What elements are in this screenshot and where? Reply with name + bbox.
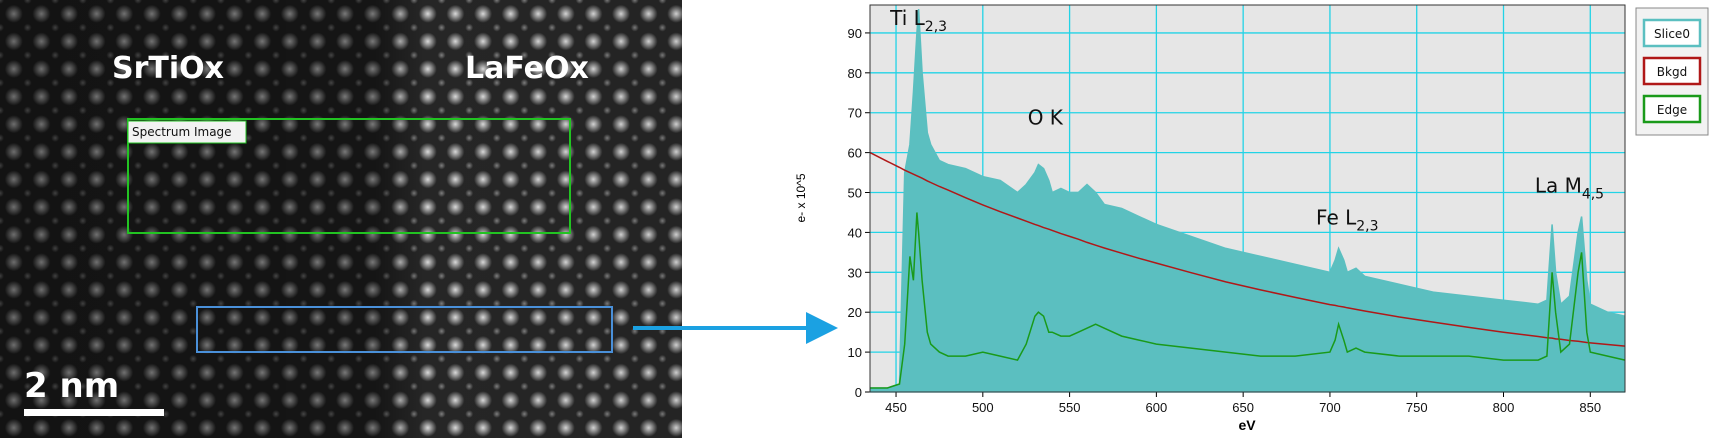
annotation-text: Fe L (1316, 205, 1357, 229)
spectrum-box-label: Spectrum Image (132, 125, 232, 139)
y-tick-label: 60 (848, 146, 862, 161)
stem-image: SrTiOx LaFeOx Spectrum Image 2 nm (0, 0, 682, 438)
y-tick-label: 70 (848, 106, 862, 121)
selection-box (196, 306, 613, 353)
image-label: SrTiOx (112, 51, 224, 86)
y-tick-label: 50 (848, 186, 862, 201)
y-axis-label: e- x 10^5 (794, 173, 808, 222)
x-tick-label: 850 (1579, 400, 1601, 415)
line (870, 212, 1626, 389)
y-tick-label: 10 (848, 345, 862, 360)
x-axis-label: eV (1238, 417, 1256, 433)
legend-swatch (1642, 56, 1702, 86)
x-tick-label: 450 (885, 400, 907, 415)
annotation-text: O K (1028, 106, 1064, 130)
annotation: Ti L2,3 (889, 6, 947, 35)
y-tick-label: 30 (848, 265, 862, 280)
image-label: LaFeOx (465, 51, 589, 86)
y-tick-label: 40 (848, 225, 862, 240)
annotation-text: La M (1535, 174, 1582, 198)
annotation-sub: 2,3 (1356, 218, 1378, 234)
x-tick-label: 650 (1232, 400, 1254, 415)
x-tick-label: 500 (972, 400, 994, 415)
legend-swatch (1642, 18, 1702, 48)
y-tick-label: 0 (855, 385, 862, 400)
spectrum-box-tag (127, 120, 247, 144)
x-tick-label: 550 (1059, 400, 1081, 415)
area-edge (870, 8, 1626, 389)
scale-bar (24, 409, 164, 416)
plot-frame (869, 4, 1626, 393)
spectrum-box (127, 118, 571, 234)
annotation-text: Ti L (889, 6, 926, 30)
annotation: La M4,5 (1535, 174, 1604, 203)
legend-swatch (1642, 94, 1702, 124)
annotation: O K (1028, 106, 1064, 130)
area-fill (870, 9, 1625, 392)
x-tick-label: 600 (1146, 400, 1168, 415)
y-tick-label: 80 (848, 66, 862, 81)
legend-label: Bkgd (1657, 65, 1687, 79)
x-tick-label: 750 (1406, 400, 1428, 415)
scale-bar-label: 2 nm (24, 366, 119, 406)
x-tick-label: 700 (1319, 400, 1341, 415)
y-tick-label: 20 (848, 305, 862, 320)
legend-label: Slice0 (1654, 27, 1690, 41)
annotation-sub: 2,3 (925, 19, 947, 35)
annotation: Fe L2,3 (1316, 205, 1378, 234)
legend-label: Edge (1657, 103, 1687, 117)
y-tick-label: 90 (848, 26, 862, 41)
image-shade (0, 0, 682, 438)
annotation-sub: 4,5 (1582, 187, 1604, 203)
x-tick-label: 800 (1493, 400, 1515, 415)
